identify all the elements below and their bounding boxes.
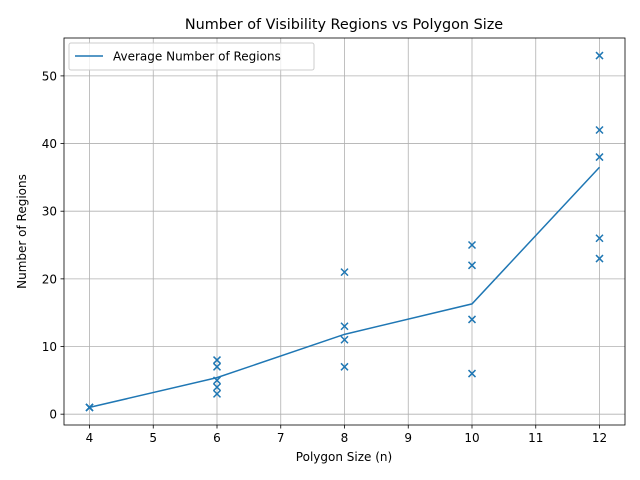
x-axis-label: Polygon Size (n) <box>296 450 392 464</box>
y-tick-label: 10 <box>42 340 57 354</box>
x-tick-label: 7 <box>277 431 285 445</box>
scatter-point <box>212 389 222 398</box>
scatter-point <box>595 51 604 60</box>
scatter-point <box>467 241 477 250</box>
legend-label: Average Number of Regions <box>113 50 281 64</box>
y-axis: 0 10 20 30 40 50 <box>42 69 64 422</box>
chart-title: Number of Visibility Regions vs Polygon … <box>185 17 503 33</box>
x-tick-label: 8 <box>341 431 349 445</box>
x-tick-label: 10 <box>464 431 479 445</box>
average-line <box>89 166 601 409</box>
legend: Average Number of Regions <box>68 42 315 71</box>
x-tick-label: 5 <box>149 431 157 445</box>
series-layer <box>85 51 604 412</box>
y-tick-label: 40 <box>42 137 57 151</box>
legend-box <box>68 42 315 71</box>
x-axis: 4 5 6 7 8 9 10 11 12 <box>86 425 607 445</box>
scatter-point <box>340 362 349 371</box>
scatter-point <box>595 153 604 162</box>
scatter-point <box>212 383 222 392</box>
scatter-point <box>467 369 477 378</box>
scatter-point <box>212 356 222 365</box>
scatter-point <box>595 234 604 243</box>
scatter-point <box>340 335 349 344</box>
x-tick-label: 9 <box>404 431 412 445</box>
scatter-point <box>467 315 477 324</box>
y-tick-label: 50 <box>42 69 57 83</box>
grid <box>64 38 625 425</box>
y-axis-label: Number of Regions <box>15 174 29 289</box>
y-tick-label: 30 <box>42 205 57 219</box>
x-tick-label: 4 <box>86 431 94 445</box>
scatter-point <box>212 362 222 371</box>
scatter-point <box>595 254 604 263</box>
scatter-point <box>467 261 477 270</box>
x-tick-label: 6 <box>213 431 221 445</box>
x-tick-label: 12 <box>592 431 607 445</box>
y-tick-label: 0 <box>49 408 57 422</box>
scatter-point <box>595 125 604 135</box>
scatter-point <box>340 322 349 331</box>
x-tick-label: 11 <box>528 431 543 445</box>
scatter-point <box>340 268 349 277</box>
y-tick-label: 20 <box>42 272 57 286</box>
